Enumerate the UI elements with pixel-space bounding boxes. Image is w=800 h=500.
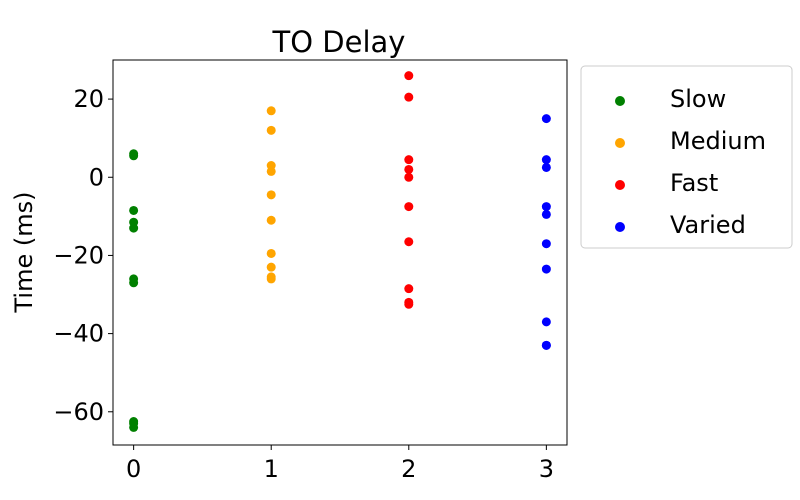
plot-frame	[112, 59, 568, 446]
plot-marks	[129, 71, 551, 432]
y-tick-label: −20	[53, 241, 104, 269]
point-medium	[266, 274, 276, 284]
x-tick-label: 2	[401, 455, 416, 483]
point-medium	[266, 262, 276, 272]
point-medium	[266, 106, 276, 116]
point-fast	[404, 299, 414, 309]
point-fast	[404, 92, 414, 102]
legend-marker-slow	[615, 96, 625, 106]
point-fast	[404, 172, 414, 182]
legend-marker-medium	[615, 138, 625, 148]
point-slow	[129, 422, 139, 432]
chart-title: TO Delay	[272, 25, 406, 59]
x-axis-ticks: 0 1 2 3	[126, 445, 554, 483]
point-varied	[541, 209, 551, 219]
point-fast	[404, 71, 414, 81]
y-axis-ticks: −60 −40 −20 0 20	[53, 85, 113, 426]
point-medium	[266, 190, 276, 200]
point-medium	[266, 166, 276, 176]
legend-marker-varied	[615, 222, 625, 232]
point-fast	[404, 237, 414, 247]
legend: Slow Medium Fast Varied	[580, 65, 793, 249]
point-slow	[129, 278, 139, 288]
point-varied	[541, 162, 551, 172]
legend-label-medium: Medium	[670, 127, 766, 155]
point-varied	[541, 264, 551, 274]
legend-frame	[580, 65, 793, 249]
y-tick-label: −40	[53, 320, 104, 348]
y-tick-label: −60	[53, 398, 104, 426]
point-slow	[129, 151, 139, 161]
legend-label-fast: Fast	[670, 169, 718, 197]
point-varied	[541, 155, 551, 165]
point-fast	[404, 155, 414, 165]
point-fast	[404, 284, 414, 294]
point-varied	[541, 114, 551, 124]
point-medium	[266, 125, 276, 135]
point-slow	[129, 205, 139, 215]
x-tick-label: 0	[126, 455, 141, 483]
y-tick-label: 20	[73, 85, 104, 113]
x-tick-label: 3	[539, 455, 554, 483]
legend-label-varied: Varied	[670, 211, 746, 239]
x-tick-label: 1	[264, 455, 279, 483]
point-fast	[404, 164, 414, 174]
point-varied	[541, 239, 551, 249]
y-axis-label: Time (ms)	[10, 192, 38, 314]
point-slow	[129, 223, 139, 233]
point-varied	[541, 202, 551, 212]
legend-marker-fast	[615, 180, 625, 190]
legend-label-slow: Slow	[670, 85, 726, 113]
point-varied	[541, 317, 551, 327]
point-medium	[266, 215, 276, 225]
point-varied	[541, 340, 551, 350]
point-medium	[266, 248, 276, 258]
y-tick-label: 0	[89, 163, 104, 191]
point-fast	[404, 202, 414, 212]
